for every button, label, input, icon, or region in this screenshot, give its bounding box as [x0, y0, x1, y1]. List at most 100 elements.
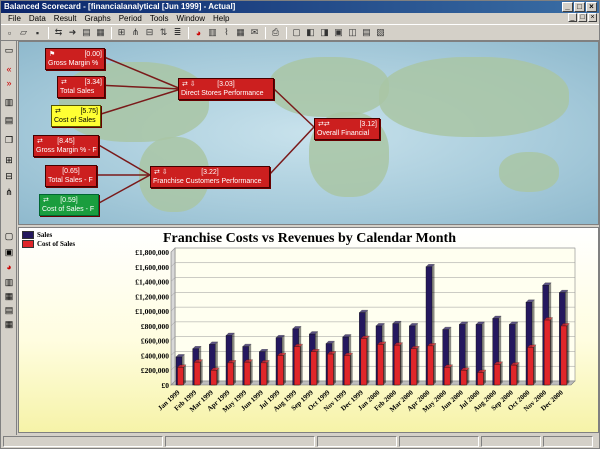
collapse-icon[interactable]: « — [6, 63, 12, 74]
mdi-close-button[interactable]: × — [588, 13, 597, 22]
properties-icon[interactable]: ▤ — [82, 27, 91, 37]
bar-cost-of-sales[interactable] — [510, 362, 520, 386]
bar-cost-of-sales[interactable] — [210, 367, 220, 386]
menu-period[interactable]: Period — [118, 14, 142, 23]
new-icon[interactable]: ▫ — [7, 27, 12, 38]
branch-icon[interactable]: ⋔ — [5, 187, 13, 197]
menu-data[interactable]: Data — [28, 14, 46, 23]
view7-icon[interactable]: ▧ — [376, 27, 385, 37]
bar-cost-of-sales[interactable] — [193, 359, 204, 386]
toolbar-separator — [265, 26, 266, 39]
branch-icon[interactable]: ⋔ — [131, 27, 140, 37]
hierarchy-icon[interactable]: ⊟ — [145, 27, 154, 37]
page-icon[interactable]: ▭ — [4, 45, 14, 55]
toolbar-separator — [48, 26, 49, 39]
kpi-node-total-sales-f[interactable]: [0.65] Total Sales - F — [45, 165, 97, 187]
bar-cost-of-sales[interactable] — [410, 346, 420, 386]
bar-cost-of-sales[interactable] — [460, 367, 470, 386]
bar-cost-of-sales[interactable] — [527, 344, 537, 386]
y-tick-label: £400,000 — [141, 351, 169, 360]
table-icon[interactable]: ▤ — [4, 305, 14, 315]
chart-view-icon[interactable]: ▥ — [4, 97, 14, 107]
bar-cost-of-sales[interactable] — [293, 343, 304, 386]
tree-icon[interactable]: ⊞ — [5, 155, 13, 165]
minimize-button[interactable]: _ — [562, 2, 573, 12]
bar-cost-of-sales[interactable] — [477, 369, 487, 386]
view5-icon[interactable]: ◫ — [348, 27, 357, 37]
bar-cost-of-sales[interactable] — [260, 360, 270, 386]
pie-chart-icon[interactable]: ◕ — [6, 261, 12, 272]
bar-cost-of-sales[interactable] — [560, 323, 570, 386]
bar-cost-of-sales[interactable] — [377, 341, 387, 386]
tree-icon[interactable]: ⊞ — [117, 27, 126, 37]
column-chart-icon[interactable]: ▦ — [4, 291, 14, 301]
bar-cost-of-sales[interactable] — [177, 364, 187, 386]
kpi-node-cost-of-sales[interactable]: ⇄ [5.75] Cost of Sales — [51, 105, 101, 127]
mail-icon[interactable]: ✉ — [250, 27, 259, 37]
sort-icon[interactable]: ⇅ — [159, 27, 168, 37]
bar-cost-of-sales[interactable] — [493, 361, 504, 386]
kpi-node-overall-financial[interactable]: ⇄⇄ [3.12] Overall Financial — [314, 118, 380, 140]
menu-file[interactable]: File — [8, 14, 21, 23]
kpi-node-total-sales[interactable]: ⇄ [3.34] Total Sales — [57, 76, 105, 98]
hierarchy-icon[interactable]: ⊟ — [5, 171, 13, 181]
title-bar[interactable]: Balanced Scorecard - [financialanalytica… — [1, 1, 599, 13]
window1-icon[interactable]: ▢ — [4, 231, 14, 241]
bar-cost-of-sales[interactable] — [427, 343, 437, 386]
mdi-minimize-button[interactable]: _ — [568, 13, 577, 22]
bar-cost-of-sales[interactable] — [360, 335, 370, 386]
trend-icon: ⇄ — [43, 197, 49, 204]
bar-cost-of-sales[interactable] — [443, 364, 454, 386]
bar-cost-of-sales[interactable] — [310, 349, 320, 386]
maximize-button[interactable]: □ — [574, 2, 585, 12]
strategy-map-pane: ⚑ [0.00] Gross Margin % ⇄ [3.34] Total S… — [18, 41, 599, 225]
window2-icon[interactable]: ▣ — [4, 247, 14, 257]
table-icon[interactable]: ▦ — [236, 27, 245, 37]
link-icon[interactable]: ⇆ — [54, 27, 63, 37]
bar-cost-of-sales[interactable] — [243, 359, 254, 386]
expand-icon[interactable]: » — [6, 77, 12, 88]
bar-cost-of-sales[interactable] — [327, 351, 337, 386]
bar-cost-of-sales[interactable] — [227, 360, 237, 386]
save-icon[interactable]: ▪ — [35, 27, 40, 38]
kpi-node-gross-margin-f[interactable]: ⇄ [8.45] Gross Margin % - F — [33, 135, 99, 157]
y-tick-label: £1,800,000 — [135, 248, 169, 257]
kpi-node-direct-stores-performance[interactable]: ⇄ ⇩ [3.03] Direct Stores Performance — [178, 78, 274, 100]
view1-icon[interactable]: ▢ — [292, 27, 301, 37]
kpi-node-gross-margin[interactable]: ⚑ [0.00] Gross Margin % — [45, 48, 105, 70]
view6-icon[interactable]: ▤ — [362, 27, 371, 37]
bar-chart-icon[interactable]: ▥ — [4, 277, 14, 287]
menu-result[interactable]: Result — [53, 14, 77, 23]
status-icon: ⚑ — [49, 51, 56, 58]
menu-tools[interactable]: Tools — [149, 14, 169, 23]
menu-graphs[interactable]: Graphs — [84, 14, 111, 23]
legend-swatch-cost-of-sales — [22, 239, 34, 248]
bar-cost-of-sales[interactable] — [393, 342, 404, 386]
bar-cost-of-sales[interactable] — [343, 352, 354, 386]
menu-window[interactable]: Window — [176, 14, 205, 23]
bar-cost-of-sales[interactable] — [277, 352, 287, 386]
kpi-node-cost-of-sales-f[interactable]: ⇄ [0.59] Cost of Sales - F — [39, 194, 99, 216]
view3-icon[interactable]: ◨ — [320, 27, 329, 37]
calendar-icon[interactable]: ▦ — [96, 27, 105, 37]
kpi-node-franchise-customers-performance[interactable]: ⇄ ⇩ [3.22] Franchise Customers Performan… — [150, 166, 270, 188]
print-icon[interactable]: ⎙ — [271, 27, 280, 37]
bar-cost-of-sales[interactable] — [543, 317, 554, 386]
y-tick-label: £1,600,000 — [135, 263, 169, 272]
view4-icon[interactable]: ▣ — [334, 27, 343, 37]
layers-icon[interactable]: ≣ — [173, 27, 182, 37]
grid-line-depth — [170, 292, 176, 297]
line-chart-icon[interactable]: ⌇ — [224, 27, 229, 37]
grid-icon[interactable]: ▦ — [4, 319, 14, 329]
menu-help[interactable]: Help — [212, 14, 230, 23]
notes-icon[interactable]: ▤ — [4, 115, 14, 125]
mdi-restore-button[interactable]: □ — [578, 13, 587, 22]
open-icon[interactable]: ▱ — [20, 27, 27, 37]
view2-icon[interactable]: ◧ — [306, 27, 315, 37]
link-line — [98, 174, 151, 204]
bar-chart-icon[interactable]: ▥ — [208, 27, 217, 37]
copy-icon[interactable]: ❐ — [4, 135, 14, 145]
navigate-icon[interactable]: ➜ — [68, 27, 77, 37]
pie-chart-icon[interactable]: ◕ — [195, 27, 202, 38]
close-button[interactable]: × — [586, 2, 597, 12]
